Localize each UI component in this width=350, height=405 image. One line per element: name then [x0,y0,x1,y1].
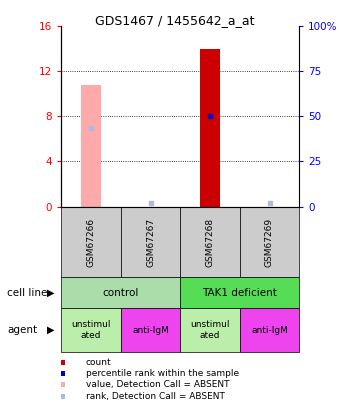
Bar [121,207,180,277]
Text: rank, Detection Call = ABSENT: rank, Detection Call = ABSENT [86,392,225,401]
Text: unstimul
ated: unstimul ated [71,320,111,340]
Bar [61,308,121,352]
Bar [240,207,299,277]
Text: cell line: cell line [7,288,47,298]
Text: ▶: ▶ [47,325,55,335]
Text: TAK1 deficient: TAK1 deficient [202,288,277,298]
Text: percentile rank within the sample: percentile rank within the sample [86,369,239,378]
Text: count: count [86,358,111,367]
Text: GSM67266: GSM67266 [86,217,96,266]
Text: GDS1467 / 1455642_a_at: GDS1467 / 1455642_a_at [95,14,255,27]
Text: agent: agent [7,325,37,335]
Bar [180,308,240,352]
Bar [80,85,101,207]
Text: control: control [103,288,139,298]
Text: unstimul
ated: unstimul ated [190,320,230,340]
Bar [121,308,180,352]
Text: ▶: ▶ [47,288,55,298]
Text: GSM67269: GSM67269 [265,217,274,266]
Text: anti-IgM: anti-IgM [132,326,169,335]
Text: anti-IgM: anti-IgM [251,326,288,335]
Bar [180,207,240,277]
Text: GSM67268: GSM67268 [205,217,215,266]
Bar [199,49,220,207]
Bar [180,277,299,308]
Bar [61,277,180,308]
Text: GSM67267: GSM67267 [146,217,155,266]
Text: value, Detection Call = ABSENT: value, Detection Call = ABSENT [86,380,229,389]
Bar [240,308,299,352]
Bar [61,207,121,277]
